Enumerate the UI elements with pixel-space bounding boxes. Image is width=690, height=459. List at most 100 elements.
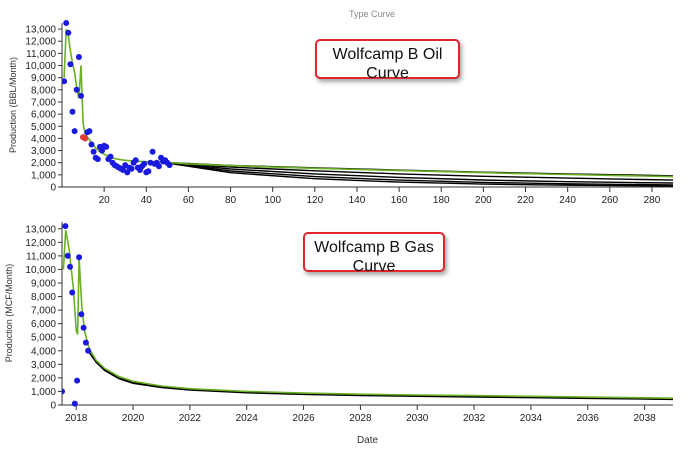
- gas-y-tick-label: 9,000: [31, 279, 56, 290]
- gas-y-tick-label: 6,000: [31, 319, 56, 330]
- gas-curve-callout: Wolfcamp B Gas Curve: [303, 232, 445, 275]
- gas-x-tick-label: 2026: [292, 413, 315, 424]
- gas-y-tick-label: 8,000: [31, 292, 56, 303]
- gas-actual-data-point: [67, 263, 73, 270]
- oil-y-tick-label: 12,000: [25, 37, 56, 48]
- oil-forecast-curve: [171, 163, 674, 187]
- oil-x-tick-label: 40: [141, 195, 153, 206]
- oil-flagged-data-point: [82, 135, 89, 142]
- oil-actual-data-point: [99, 147, 105, 154]
- oil-actual-data-point: [69, 108, 76, 115]
- gas-x-tick-label: 2036: [577, 413, 600, 424]
- oil-x-tick-label: 60: [183, 195, 195, 206]
- gas-actual-data-point: [76, 254, 83, 261]
- oil-y-tick-label: 10,000: [25, 61, 56, 72]
- gas-callout-line1: Wolfcamp B Gas: [314, 239, 434, 256]
- gas-x-tick-label: 2034: [520, 413, 543, 424]
- oil-y-tick-label: 8,000: [31, 85, 56, 96]
- oil-actual-data-point: [86, 128, 93, 135]
- gas-actual-data-point: [74, 377, 81, 384]
- gas-x-tick-label: 2028: [349, 413, 372, 424]
- gas-forecast-curve: [87, 350, 674, 400]
- oil-actual-data-point: [149, 148, 156, 155]
- gas-y-axis-label: Production (MCF/Month): [4, 264, 14, 363]
- oil-x-tick-label: 220: [517, 195, 534, 206]
- oil-actual-data-point: [103, 143, 110, 150]
- oil-y-tick-label: 9,000: [31, 73, 56, 84]
- oil-actual-data-point: [132, 157, 139, 164]
- gas-x-axis-label: Date: [357, 435, 379, 446]
- gas-x-tick-label: 2024: [236, 413, 259, 424]
- oil-forecast-curve: [171, 162, 674, 181]
- oil-curve-callout: Wolfcamp B Oil Curve: [315, 39, 460, 82]
- oil-y-axis-label: Production (BBL/Month): [8, 57, 18, 153]
- gas-y-tick-label: 10,000: [25, 265, 56, 276]
- gas-plot-area: [62, 223, 674, 407]
- oil-x-tick-label: 280: [644, 195, 661, 206]
- oil-y-tick-label: 13,000: [25, 25, 56, 36]
- oil-x-tick-label: 80: [225, 195, 237, 206]
- oil-y-tick-label: 0: [50, 183, 56, 194]
- oil-actual-data-point: [75, 54, 82, 60]
- gas-y-tick-label: 0: [50, 401, 56, 412]
- oil-forecast-curve: [171, 162, 674, 186]
- oil-y-tick-label: 6,000: [31, 110, 56, 121]
- oil-actual-data-point: [145, 168, 152, 175]
- oil-y-tick-label: 11,000: [26, 49, 56, 60]
- gas-x-tick-label: 2032: [463, 413, 486, 424]
- oil-x-tick-label: 240: [559, 195, 576, 206]
- gas-actual-data-point: [64, 252, 71, 259]
- oil-callout-line2: Curve: [366, 65, 409, 82]
- gas-actual-data-point: [78, 311, 85, 318]
- gas-fit-curve: [62, 229, 674, 399]
- oil-plot-area: [62, 20, 674, 187]
- gas-callout-line2: Curve: [352, 258, 396, 275]
- gas-x-tick-label: 2030: [406, 413, 429, 424]
- oil-y-tick-label: 1,000: [31, 170, 56, 181]
- gas-x-tick-label: 2018: [65, 413, 88, 424]
- gas-y-tick-label: 13,000: [25, 224, 56, 235]
- gas-actual-data-point: [85, 347, 92, 354]
- oil-actual-data-point: [63, 20, 70, 26]
- gas-actual-data-point: [69, 289, 76, 296]
- gas-actual-data-point: [71, 400, 78, 407]
- oil-x-tick-label: 20: [99, 195, 111, 206]
- oil-x-tick-label: 200: [475, 195, 492, 206]
- gas-y-tick-label: 2,000: [31, 373, 56, 384]
- gas-y-tick-label: 5,000: [31, 333, 56, 344]
- gas-x-tick-label: 2022: [179, 413, 202, 424]
- gas-y-tick-label: 12,000: [25, 238, 56, 249]
- gas-y-tick-label: 4,000: [31, 346, 56, 357]
- gas-actual-data-point: [62, 388, 65, 395]
- gas-actual-data-point: [82, 339, 89, 346]
- gas-x-tick-label: 2020: [122, 413, 145, 424]
- oil-fit-curve: [63, 28, 674, 178]
- oil-actual-data-point: [71, 128, 78, 135]
- gas-actual-data-point: [80, 324, 87, 331]
- oil-actual-data-point: [141, 160, 148, 167]
- oil-actual-data-point: [124, 169, 131, 176]
- oil-x-tick-label: 140: [349, 195, 366, 206]
- figure-title: Type Curve: [349, 9, 395, 19]
- oil-y-tick-label: 2,000: [31, 158, 56, 169]
- oil-actual-data-point: [107, 153, 114, 160]
- oil-x-tick-label: 260: [601, 195, 618, 206]
- oil-y-tick-label: 3,000: [31, 146, 56, 157]
- oil-y-tick-label: 4,000: [31, 134, 56, 145]
- oil-actual-data-point: [155, 163, 162, 170]
- oil-x-tick-label: 160: [391, 195, 408, 206]
- oil-forecast-curve: [171, 162, 674, 184]
- gas-forecast-curve: [87, 350, 674, 401]
- oil-actual-data-point: [128, 165, 135, 172]
- gas-x-tick-label: 2038: [633, 413, 656, 424]
- oil-actual-data-point: [65, 29, 72, 36]
- gas-y-tick-label: 11,000: [26, 251, 56, 262]
- gas-y-tick-label: 7,000: [31, 306, 56, 317]
- oil-x-tick-label: 180: [433, 195, 450, 206]
- oil-actual-data-point: [88, 141, 95, 148]
- oil-actual-data-point: [166, 162, 173, 169]
- gas-actual-data-point: [62, 223, 69, 230]
